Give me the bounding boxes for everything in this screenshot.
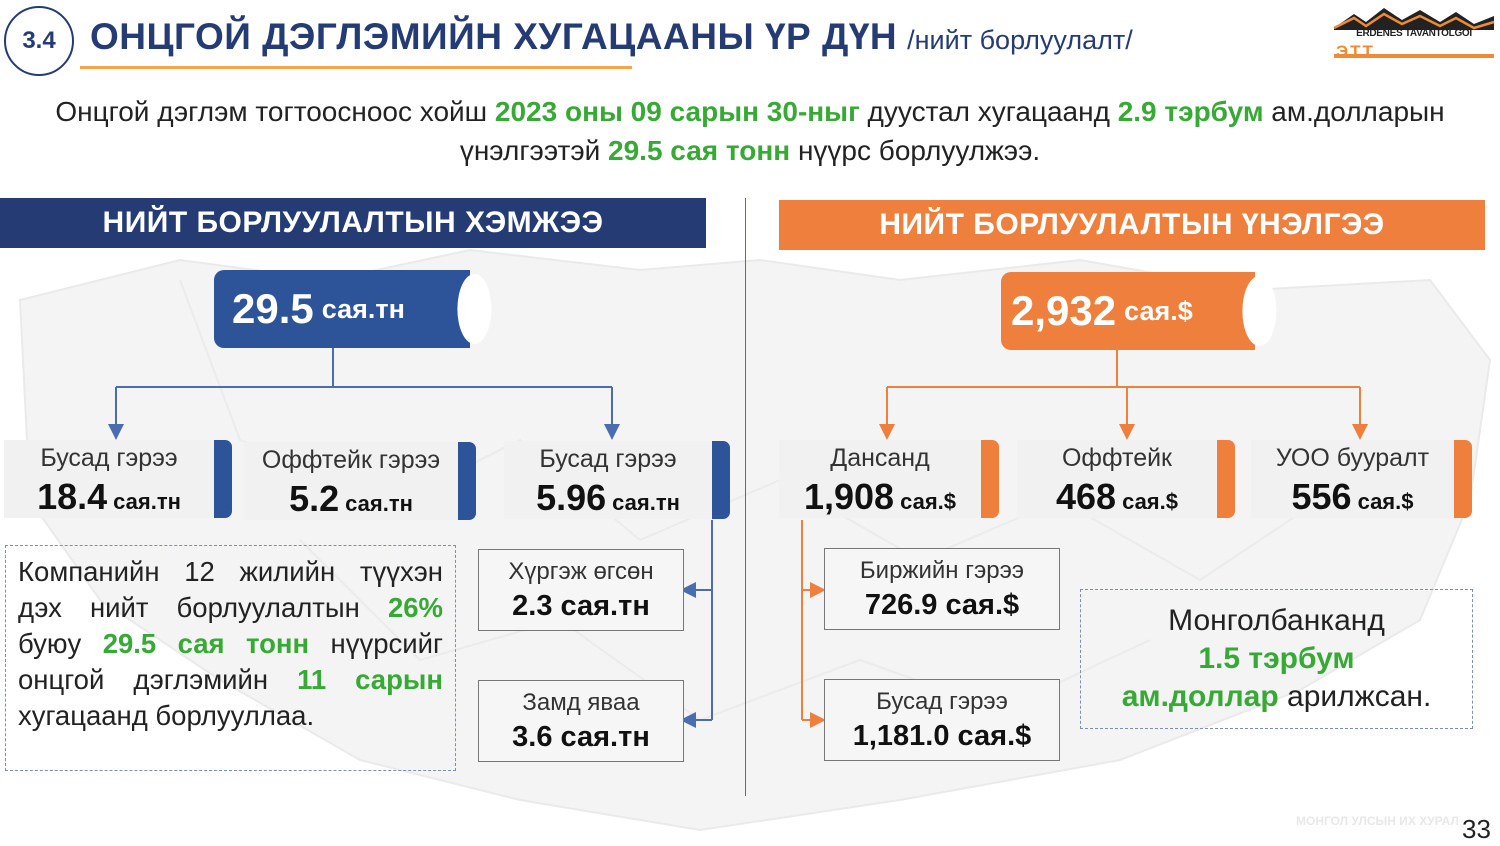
card-number: 5.96 [536,477,607,518]
card-unit: сая.тн [612,490,680,515]
box-label: Биржийн гэрээ [859,557,1025,584]
volume-card-other-contracts: Бусад гэрээ 18.4 сая.тн [4,440,232,518]
watermark: МОНГОЛ УЛСЫН ИХ ХУРАЛ [1296,814,1459,828]
card-unit: сая.$ [900,489,957,514]
card-value: 1,908 сая.$ [779,476,981,518]
delivered-box: Хүргэж өгсөн 2.3 сая.тн [478,549,684,631]
box-label: Хүргэж өгсөн [508,558,654,585]
card-accent [458,442,476,520]
column-divider [745,198,746,796]
in-transit-box: Замд яваа 3.6 сая.тн [478,680,684,762]
box-label: Бусад гэрээ [876,688,1008,715]
section-number: 3.4 [22,27,56,54]
card-unit: сая.$ [1357,489,1414,514]
value-card-offtake: Оффтейк 468 сая.$ [1017,440,1235,518]
card-label: Оффтейк гэрээ [261,446,441,474]
card-value: 5.96 сая.тн [504,477,712,519]
card-unit: сая.$ [1122,489,1178,514]
logo-mark: ЭТТ [1336,42,1375,61]
card-label: Оффтейк [1061,444,1172,472]
card-value: 468 сая.$ [1017,476,1217,518]
card-label: УОО бууралт [1275,444,1430,472]
title-underline [80,66,632,69]
history-note: Компанийн 12 жилийн түүхэн дэх нийт борл… [5,545,456,771]
company-logo [1333,8,1495,58]
card-number: 18.4 [37,476,108,517]
other-contract-value-box: Бусад гэрээ 1,181.0 сая.$ [824,679,1060,761]
card-accent [712,441,730,519]
card-accent [214,440,232,518]
intro-volume: 29.5 сая тонн [608,135,791,166]
note-text: хугацаанд борлууллаа. [18,700,315,731]
box-value: 3.6 сая.тн [512,721,650,753]
total-value-pill: 2,932 сая.$ [1001,272,1277,350]
card-value: 5.2 сая.тн [244,478,458,520]
card-value: 556 сая.$ [1251,476,1454,518]
intro-part: Онцгой дэглэм тогтоосноос хойш [55,96,495,127]
card-number: 468 [1055,476,1117,517]
card-accent [1217,440,1235,518]
note-text: буюу [18,628,103,659]
card-label: Дансанд [830,444,930,472]
note-currency: ам.доллар [1121,680,1279,713]
note-amount: 1.5 тэрбум [1198,642,1355,675]
volume-card-other-contracts-2: Бусад гэрээ 5.96 сая.тн [504,441,730,519]
total-volume-value: 29.5 [232,285,314,332]
volume-section-header: НИЙТ БОРЛУУЛАЛТЫН ХЭМЖЭЭ [0,198,706,248]
card-value: 18.4 сая.тн [4,476,214,518]
logo-text: ERDENES TAVANTOLGOI [1356,28,1472,39]
section-number-badge: 3.4 [4,6,74,76]
exchange-contract-box: Биржийн гэрээ 726.9 сая.$ [824,548,1060,630]
total-volume-pill: 29.5 сая.тн [214,270,492,348]
note-volume: 29.5 сая тонн [102,628,310,659]
card-number: 556 [1291,476,1352,517]
total-value-value: 2,932 [1011,287,1117,334]
note-line: ам.доллар арилжсан. [1091,678,1462,716]
page-subtitle: /нийт борлуулалт/ [907,25,1133,55]
value-section-header: НИЙТ БОРЛУУЛАЛТЫН ҮНЭЛГЭЭ [779,200,1485,250]
volume-card-offtake: Оффтейк гэрээ 5.2 сая.тн [244,442,476,520]
box-value: 726.9 сая.$ [864,589,1020,621]
intro-part: дуустал хугацаанд [859,96,1118,127]
intro-date: 2023 оны 09 сарын 30-ныг [494,96,860,127]
note-text: арилжсан. [1278,680,1432,713]
note-text: Компанийн 12 жилийн түүхэн дэх нийт борл… [18,556,443,623]
note-text: Монголбанканд [1168,604,1385,637]
intro-amount: 2.9 тэрбум [1117,96,1264,127]
page-title-text: ОНЦГОЙ ДЭГЛЭМИЙН ХУГАЦААНЫ ҮР ДҮН [90,16,898,57]
card-unit: сая.тн [345,491,413,516]
card-label: Бусад гэрээ [40,444,178,472]
intro-part: нүүрс борлуулжээ. [790,135,1041,166]
pill-notch [1242,276,1277,346]
note-percent: 26% [387,592,443,623]
page-number: 33 [1462,814,1491,844]
value-card-account: Дансанд 1,908 сая.$ [779,440,999,518]
box-value: 2.3 сая.тн [512,590,650,622]
total-value-unit: сая.$ [1124,295,1193,326]
page-title: ОНЦГОЙ ДЭГЛЭМИЙН ХУГАЦААНЫ ҮР ДҮН/нийт б… [90,16,1133,58]
card-accent [981,440,999,518]
card-accent [1454,440,1472,518]
note-months: 11 сарын [297,664,443,695]
box-value: 1,181.0 сая.$ [852,720,1032,752]
central-bank-note: Монголбанканд 1.5 тэрбум ам.доллар арилж… [1080,589,1473,729]
pill-notch [457,274,492,344]
note-text: нүүрсийг онцгой дэглэмийн [18,628,443,695]
box-label: Замд яваа [522,689,640,716]
intro-text: Онцгой дэглэм тогтоосноос хойш 2023 оны … [20,92,1480,170]
card-number: 5.2 [289,478,340,519]
intro-part: ам.долларын үнэлгээтэй [459,96,1445,166]
card-label: Бусад гэрээ [539,445,677,473]
card-number: 1,908 [803,476,895,517]
value-card-vat-reduction: УОО бууралт 556 сая.$ [1251,440,1472,518]
total-volume-unit: сая.тн [321,293,405,324]
card-unit: сая.тн [113,489,181,514]
